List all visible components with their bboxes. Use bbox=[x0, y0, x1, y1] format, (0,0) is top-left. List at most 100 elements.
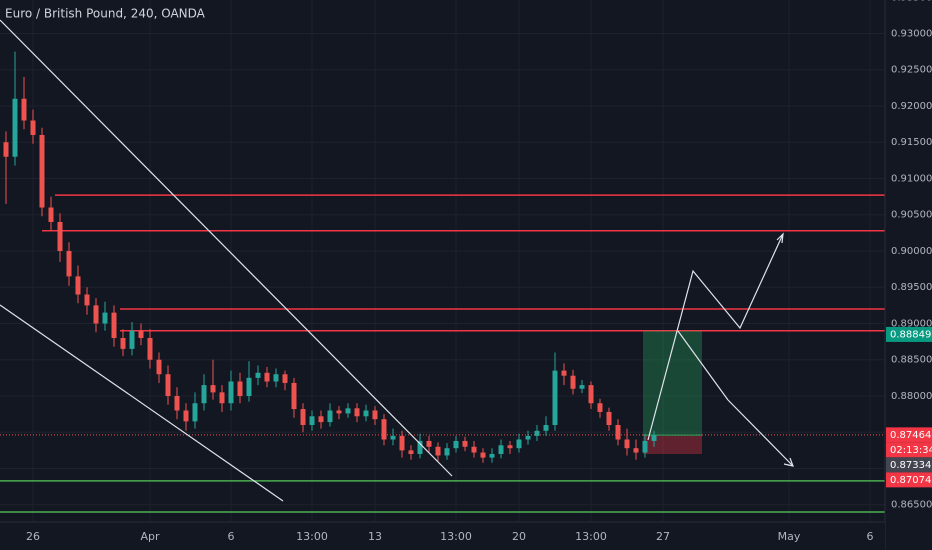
price-label-box bbox=[886, 472, 932, 488]
candle-body bbox=[399, 435, 405, 451]
candle-body bbox=[543, 424, 549, 431]
candle-body bbox=[12, 98, 18, 157]
candle-body bbox=[237, 381, 243, 396]
y-tick-label: 0.90500 bbox=[891, 210, 932, 221]
candle-body bbox=[255, 372, 261, 378]
projection-arrow bbox=[727, 399, 794, 467]
candle-body bbox=[480, 452, 486, 458]
candle-body bbox=[552, 370, 558, 425]
candle-body bbox=[588, 385, 594, 404]
drawings bbox=[0, 19, 794, 502]
candle-body bbox=[129, 330, 135, 349]
price-label: 0.87334 bbox=[890, 460, 931, 471]
x-tick-label: Apr bbox=[140, 530, 160, 543]
candle-body bbox=[462, 440, 468, 447]
candle-body bbox=[381, 419, 387, 440]
arrow-head bbox=[776, 232, 784, 244]
price-label-box bbox=[886, 457, 932, 473]
price-label-box bbox=[886, 326, 932, 342]
candle-body bbox=[84, 294, 90, 306]
candle-body bbox=[291, 382, 297, 410]
y-tick-label: 0.88000 bbox=[891, 391, 932, 402]
candle-body bbox=[345, 408, 351, 414]
candle-body bbox=[336, 410, 342, 414]
candle-body bbox=[66, 250, 72, 277]
candle-body bbox=[111, 312, 117, 338]
y-tick-label: 0.91000 bbox=[891, 173, 932, 184]
x-tick-label: 13:00 bbox=[575, 530, 607, 543]
candle-body bbox=[561, 370, 567, 376]
candle-body bbox=[534, 430, 540, 436]
x-tick-label: 13:00 bbox=[296, 530, 328, 543]
candle-body bbox=[57, 221, 63, 251]
loss-zone bbox=[643, 435, 702, 454]
candle-body bbox=[435, 446, 441, 456]
candle-body bbox=[264, 372, 270, 382]
levels bbox=[0, 194, 885, 513]
y-tick-label: 0.93000 bbox=[891, 28, 932, 39]
y-tick-label: 0.86500 bbox=[891, 500, 932, 511]
candle-body bbox=[183, 410, 189, 422]
candle-body bbox=[606, 411, 612, 425]
candles bbox=[3, 51, 657, 463]
x-tick-label: 6 bbox=[867, 530, 874, 543]
trend-line bbox=[0, 304, 284, 502]
candle-body bbox=[417, 440, 423, 454]
y-tick-label: 0.90000 bbox=[891, 246, 932, 257]
candle-body bbox=[579, 385, 585, 389]
axes: 0.865000.870000.875000.880000.885000.890… bbox=[26, 0, 932, 543]
price-label-box bbox=[886, 442, 932, 458]
candle-body bbox=[147, 337, 153, 360]
x-tick-label: 27 bbox=[656, 530, 670, 543]
candle-body bbox=[21, 98, 27, 121]
candle-body bbox=[390, 435, 396, 440]
y-tick-label: 0.89500 bbox=[891, 282, 932, 293]
candle-body bbox=[642, 440, 648, 453]
candle-body bbox=[363, 410, 369, 417]
candle-body bbox=[597, 403, 603, 412]
candle-body bbox=[516, 439, 522, 449]
y-tick-label: 0.92500 bbox=[891, 65, 932, 76]
candle-body bbox=[327, 410, 333, 423]
x-tick-label: 6 bbox=[228, 530, 235, 543]
candle-body bbox=[282, 374, 288, 383]
candle-body bbox=[219, 392, 225, 404]
candle-body bbox=[192, 403, 198, 422]
price-label: 0.88849 bbox=[890, 329, 931, 340]
candle-body bbox=[75, 276, 81, 295]
candle-body bbox=[372, 410, 378, 420]
candle-body bbox=[300, 409, 306, 425]
x-tick-label: 20 bbox=[512, 530, 526, 543]
candle-body bbox=[165, 374, 171, 396]
candle-body bbox=[507, 445, 513, 449]
candle-body bbox=[174, 395, 180, 411]
candle-body bbox=[651, 435, 657, 441]
y-tick-label: 0.88500 bbox=[891, 355, 932, 366]
y-tick-label: 0.92000 bbox=[891, 101, 932, 112]
candle-body bbox=[444, 448, 450, 456]
y-tick-label: 0.91500 bbox=[891, 137, 932, 148]
price-label: 0.87074 bbox=[890, 475, 931, 486]
x-tick-label: 26 bbox=[26, 530, 40, 543]
projection-arrow bbox=[677, 330, 729, 401]
projection-arrow bbox=[647, 233, 784, 441]
candle-body bbox=[138, 330, 144, 338]
x-tick-label: 13:00 bbox=[440, 530, 472, 543]
arrow-head bbox=[783, 457, 794, 467]
candle-body bbox=[228, 381, 234, 404]
candle-body bbox=[453, 440, 459, 449]
candle-body bbox=[489, 453, 495, 458]
candle-body bbox=[408, 450, 414, 454]
candle-body bbox=[354, 408, 360, 417]
candle-body bbox=[93, 305, 99, 324]
candle-body bbox=[3, 142, 9, 157]
candle-body bbox=[570, 375, 576, 389]
y-tick-label: 0.93500 bbox=[891, 0, 932, 3]
candle-body bbox=[318, 416, 324, 423]
price-label: 0.87464 bbox=[890, 430, 931, 441]
x-tick-label: 13 bbox=[368, 530, 382, 543]
candle-body bbox=[48, 207, 54, 222]
candle-body bbox=[246, 377, 252, 396]
